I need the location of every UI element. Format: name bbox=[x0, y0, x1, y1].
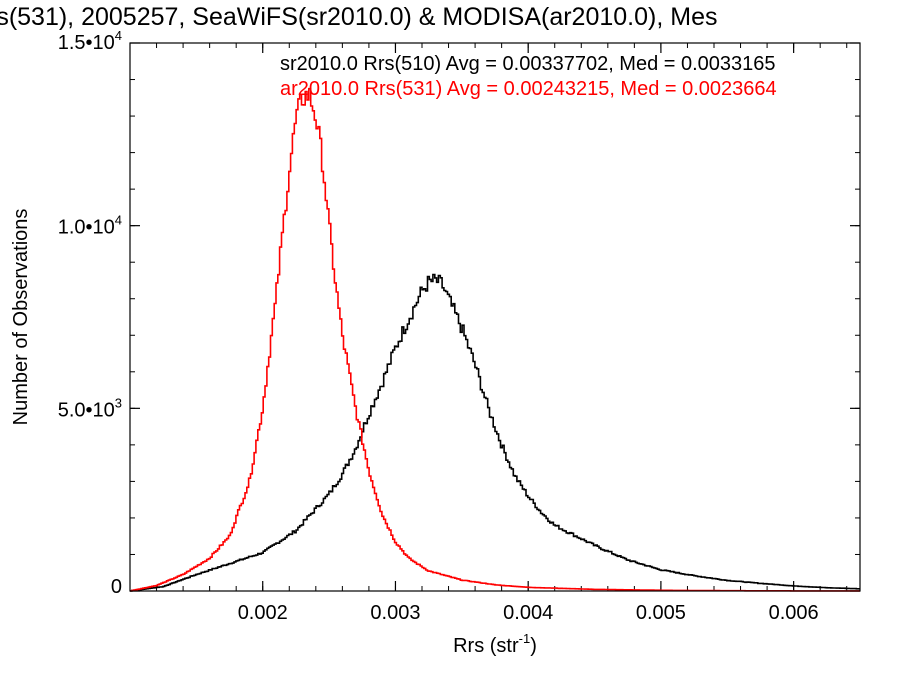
x-tick-label: 0.005 bbox=[636, 602, 686, 624]
y-tick-label: 5.0•103 bbox=[58, 395, 122, 421]
x-tick-label: 0.004 bbox=[503, 602, 553, 624]
x-axis-title-exponent: -1 bbox=[519, 631, 531, 646]
tick-labels: 0.002 0.003 0.004 0.005 0.006 0 5.0•103 1.0•104… bbox=[58, 28, 819, 624]
x-axis-title-base: Rrs (str bbox=[453, 635, 519, 657]
axis-ticks bbox=[129, 42, 860, 592]
y-tick-label: 0 bbox=[111, 576, 122, 598]
legend-series-red: ar2010.0 Rrs(531) Avg = 0.00243215, Med … bbox=[280, 78, 777, 100]
plot-frame bbox=[129, 42, 861, 592]
series-layer bbox=[130, 87, 860, 592]
legend-series-black: sr2010.0 Rrs(510) Avg = 0.00337702, Med … bbox=[280, 53, 776, 75]
y-tick-label: 1.0•104 bbox=[58, 213, 122, 239]
x-tick-label: 0.002 bbox=[238, 602, 288, 624]
series-line-red bbox=[130, 87, 860, 592]
x-tick-label: 0.006 bbox=[769, 602, 819, 624]
y-axis-title: Number of Observations bbox=[10, 209, 32, 426]
x-axis-title: Rrs (str-1) bbox=[453, 631, 537, 657]
x-tick-label: 0.003 bbox=[370, 602, 420, 624]
x-axis-title-close: ) bbox=[530, 635, 537, 657]
chart-title: rs(531), 2005257, SeaWiFS(sr2010.0) & MO… bbox=[0, 3, 717, 31]
series-line-black bbox=[130, 273, 860, 592]
y-tick-label: 1.5•104 bbox=[58, 28, 122, 54]
